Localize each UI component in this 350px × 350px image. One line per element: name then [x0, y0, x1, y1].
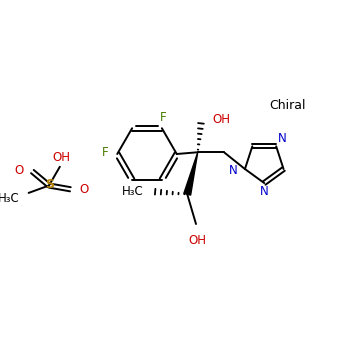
Text: H₃C: H₃C: [122, 185, 144, 198]
Text: N: N: [260, 185, 269, 198]
Text: N: N: [229, 164, 237, 177]
Text: O: O: [79, 183, 88, 196]
Text: OH: OH: [189, 234, 207, 247]
Text: F: F: [102, 146, 108, 159]
Text: OH: OH: [212, 112, 230, 126]
Text: N: N: [278, 132, 287, 145]
Text: H₃C: H₃C: [0, 192, 20, 205]
Text: O: O: [14, 164, 24, 177]
Polygon shape: [184, 152, 198, 195]
Text: OH: OH: [52, 152, 71, 164]
Text: F: F: [160, 111, 167, 124]
Text: Chiral: Chiral: [269, 98, 305, 112]
Text: S: S: [45, 178, 54, 191]
